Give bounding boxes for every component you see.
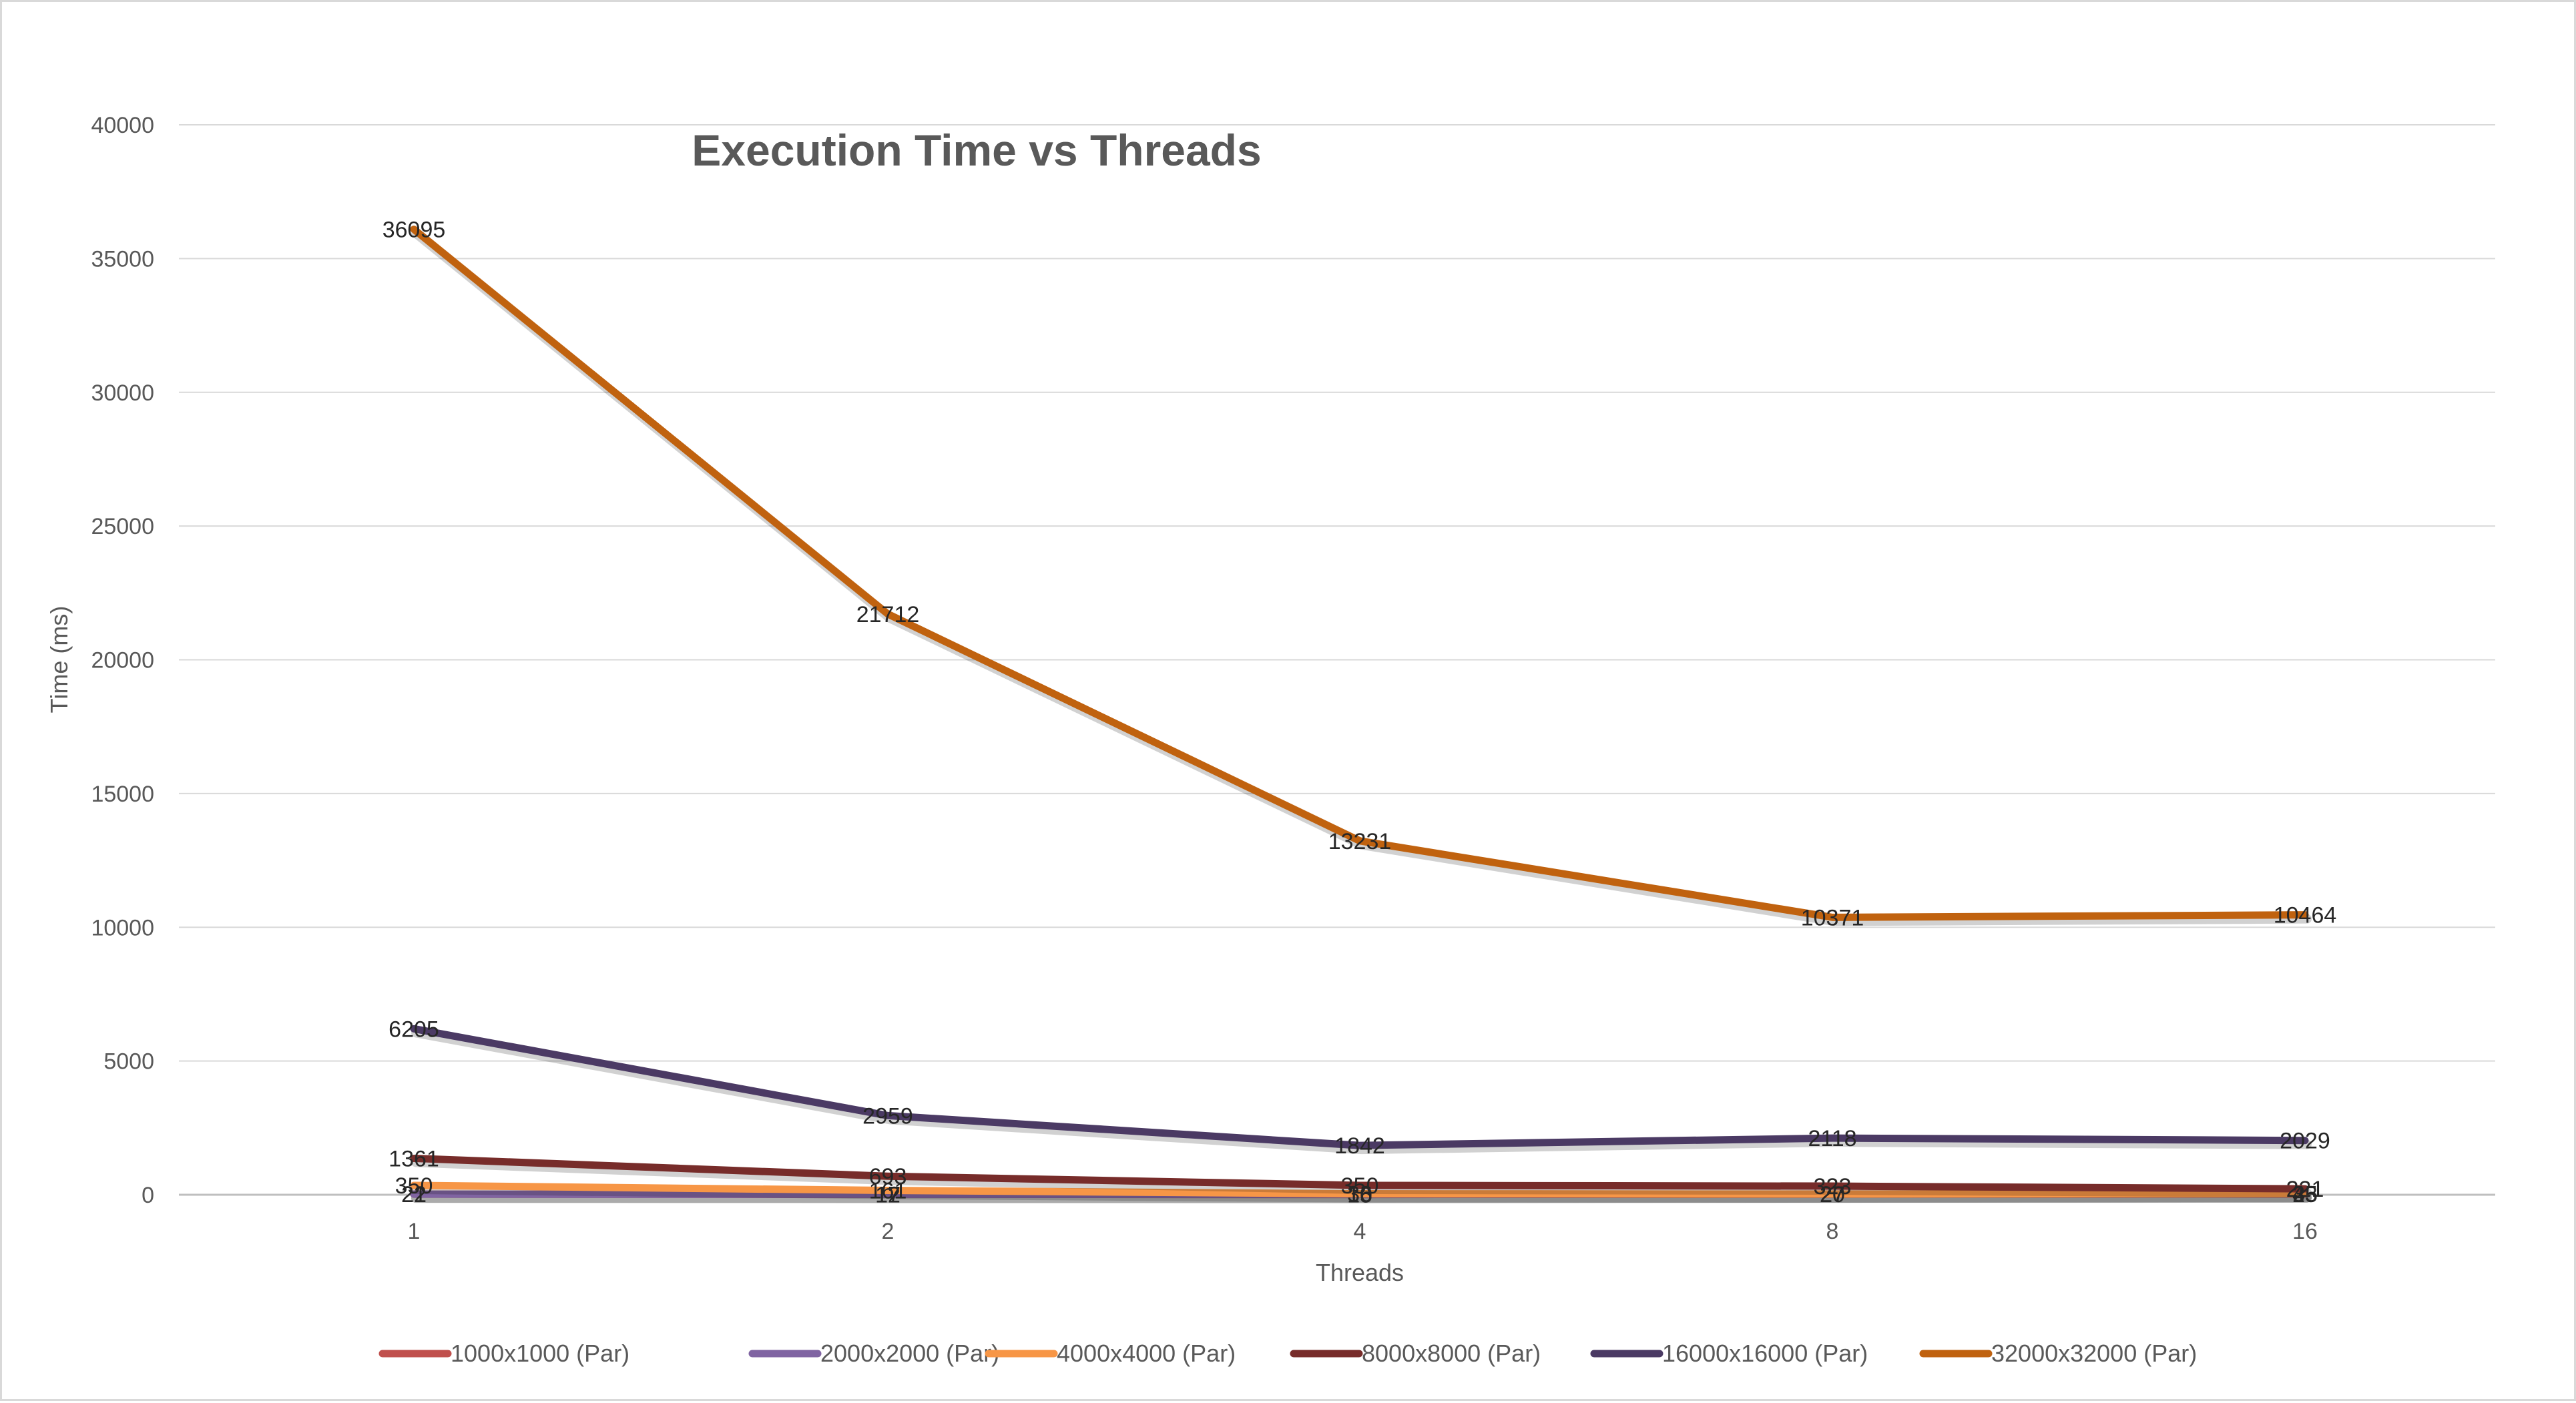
legend-label: 32000x32000 (Par): [1991, 1340, 2197, 1367]
data-label: 2118: [1808, 1126, 1856, 1151]
series-line-shadow: [411, 1193, 2312, 1203]
data-label: 36095: [382, 217, 446, 242]
chart-title: Execution Time vs Threads: [692, 125, 1261, 175]
legend-label: 1000x1000 (Par): [451, 1340, 629, 1367]
data-label: 20: [1820, 1182, 1845, 1207]
data-label: 36: [1347, 1182, 1372, 1207]
data-label: 35: [2292, 1182, 2318, 1207]
gridlines: [179, 124, 2495, 1196]
y-tick-label: 25000: [91, 514, 154, 539]
series-line-shadow: [411, 1157, 2312, 1198]
series-line-shadow: [411, 1184, 2312, 1203]
data-label: 6205: [389, 1017, 439, 1042]
data-label: 25: [2292, 1182, 2318, 1207]
data-label: 21712: [856, 602, 920, 627]
y-tick-label: 20000: [91, 648, 154, 673]
data-label: 350: [1341, 1173, 1379, 1199]
x-axis-title: Threads: [1316, 1259, 1404, 1286]
series-line-6: [410, 225, 2309, 921]
y-tick-label: 35000: [91, 246, 154, 272]
legend-label: 4000x4000 (Par): [1057, 1340, 1236, 1367]
data-label: 10: [1347, 1183, 1372, 1208]
data-label: 2029: [2280, 1129, 2330, 1154]
data-label: 21: [401, 1182, 427, 1207]
legend: 1000x1000 (Par) 2000x2000 (Par) 4000x4000 …: [378, 1340, 2197, 1367]
data-label: 17: [875, 1182, 900, 1207]
x-tick-label: 16: [2292, 1219, 2318, 1244]
series-line-shadow: [411, 1028, 2312, 1155]
x-tick-label: 1: [408, 1219, 421, 1244]
axes: 0 5000 10000 15000 20000 25000 30000 35000 40000…: [91, 113, 2317, 1244]
legend-label: 16000x16000 (Par): [1662, 1340, 1868, 1367]
y-tick-label: 30000: [91, 380, 154, 406]
data-label: 15: [1347, 1182, 1372, 1207]
data-label: 13231: [1328, 829, 1392, 854]
x-tick-label: 2: [882, 1219, 894, 1244]
data-label: 1361: [389, 1146, 439, 1171]
data-label: 323: [1814, 1174, 1852, 1199]
data-label: 161: [869, 1179, 907, 1204]
data-label: 27: [1820, 1182, 1845, 1207]
x-tick-label: 8: [1826, 1219, 1839, 1244]
series-line-shadow: [411, 228, 2312, 926]
data-label: 350: [395, 1173, 433, 1199]
data-label: 43: [2292, 1181, 2318, 1207]
y-tick-label: 10000: [91, 915, 154, 940]
data-label: 10464: [2274, 903, 2337, 928]
legend-label: 2000x2000 (Par): [820, 1340, 999, 1367]
y-axis-title: Time (ms): [45, 606, 73, 714]
series-lines: [410, 225, 2312, 1203]
y-tick-label: 15000: [91, 782, 154, 807]
y-tick-label: 40000: [91, 113, 154, 138]
data-label: 221: [2286, 1177, 2324, 1202]
series-line-shadow: [411, 1193, 2312, 1203]
series-line-3: [410, 1181, 2309, 1198]
y-tick-label: 0: [142, 1183, 154, 1208]
legend-label: 8000x8000 (Par): [1362, 1340, 1541, 1367]
data-label: 693: [869, 1164, 907, 1189]
data-label: 12: [875, 1183, 900, 1208]
data-label: 27: [1820, 1182, 1845, 1207]
y-tick-label: 5000: [103, 1049, 154, 1075]
x-tick-label: 4: [1354, 1219, 1366, 1244]
series-line-4: [410, 1154, 2309, 1193]
series-line-5: [410, 1025, 2309, 1149]
data-label: 1842: [1334, 1133, 1385, 1159]
data-label: 22: [401, 1182, 427, 1207]
data-label: 2959: [862, 1103, 913, 1129]
data-label: 10371: [1801, 905, 1864, 930]
